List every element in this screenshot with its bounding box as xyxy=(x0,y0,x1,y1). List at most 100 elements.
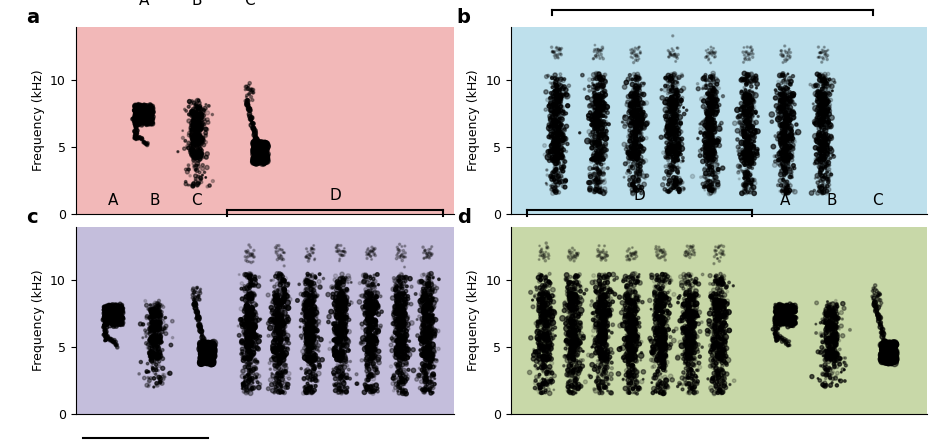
Point xyxy=(307,313,322,320)
Point xyxy=(367,271,382,279)
Point xyxy=(594,389,609,396)
Point xyxy=(242,375,257,382)
Point xyxy=(594,47,609,54)
Point xyxy=(276,277,291,284)
Point xyxy=(390,336,405,343)
Point xyxy=(239,383,254,390)
Point xyxy=(561,322,576,329)
Point xyxy=(565,300,580,307)
Point xyxy=(740,76,755,83)
Point xyxy=(422,342,437,349)
Point xyxy=(419,250,434,257)
Point xyxy=(824,334,839,341)
Point xyxy=(391,339,406,346)
Point xyxy=(272,341,287,348)
Point xyxy=(238,372,254,379)
Point xyxy=(550,138,565,146)
Point xyxy=(528,320,543,327)
Point xyxy=(298,354,313,361)
Point xyxy=(659,153,674,160)
Point xyxy=(569,327,584,334)
Point xyxy=(360,300,376,307)
Point xyxy=(710,371,726,378)
Point xyxy=(711,287,727,294)
Point xyxy=(205,340,220,347)
Point xyxy=(156,324,171,332)
Point xyxy=(742,91,757,98)
Point xyxy=(300,355,315,362)
Point xyxy=(276,295,291,302)
Point xyxy=(703,113,718,120)
Point xyxy=(810,82,825,89)
Point xyxy=(108,340,123,347)
Point xyxy=(107,314,122,321)
Point xyxy=(589,85,604,92)
Point xyxy=(545,110,560,117)
Point xyxy=(742,121,757,128)
Point xyxy=(585,144,600,151)
Point xyxy=(882,348,897,355)
Point xyxy=(538,322,553,329)
Point xyxy=(710,341,725,348)
Point xyxy=(139,113,154,120)
Point xyxy=(590,109,605,116)
Point xyxy=(588,101,604,108)
Point xyxy=(685,342,700,349)
Point xyxy=(653,349,668,356)
Point xyxy=(664,147,679,154)
Point xyxy=(550,131,565,138)
Point xyxy=(771,319,786,326)
Point xyxy=(541,311,556,318)
Point xyxy=(597,296,612,303)
Point xyxy=(184,109,200,116)
Point xyxy=(148,351,163,358)
Point xyxy=(708,94,723,101)
Point xyxy=(600,320,615,327)
Point xyxy=(359,298,375,305)
Point xyxy=(137,104,152,111)
Point xyxy=(879,347,894,354)
Point xyxy=(619,274,634,281)
Point xyxy=(827,310,842,317)
Point xyxy=(707,94,722,101)
Point xyxy=(335,363,350,370)
Point xyxy=(272,316,288,323)
Point xyxy=(818,113,833,120)
Point xyxy=(664,101,679,108)
Point xyxy=(807,121,822,128)
Point xyxy=(306,383,321,390)
Point xyxy=(866,285,881,292)
Point xyxy=(271,299,286,306)
Point xyxy=(714,327,729,334)
Point xyxy=(708,90,723,97)
Point xyxy=(623,333,639,340)
Point xyxy=(538,277,553,284)
Point xyxy=(778,166,793,174)
Point xyxy=(424,324,439,331)
Point xyxy=(141,113,156,120)
Point xyxy=(299,307,314,314)
Point xyxy=(272,302,287,309)
Point xyxy=(623,356,639,363)
Point xyxy=(297,279,312,286)
Point xyxy=(745,145,760,152)
Point xyxy=(819,169,834,176)
Point xyxy=(391,275,406,282)
Point xyxy=(549,44,564,52)
Point xyxy=(552,117,567,124)
Point xyxy=(712,358,727,365)
Point xyxy=(807,187,822,194)
Point xyxy=(395,336,411,343)
Point xyxy=(568,342,583,349)
Point xyxy=(885,357,901,364)
Point xyxy=(562,331,577,338)
Point xyxy=(366,363,381,370)
Point xyxy=(773,97,788,104)
Point xyxy=(710,81,725,88)
Point xyxy=(660,132,675,139)
Point xyxy=(97,326,113,333)
Point xyxy=(774,320,789,327)
Point xyxy=(657,300,672,307)
Point xyxy=(194,114,209,121)
Point xyxy=(362,382,377,389)
